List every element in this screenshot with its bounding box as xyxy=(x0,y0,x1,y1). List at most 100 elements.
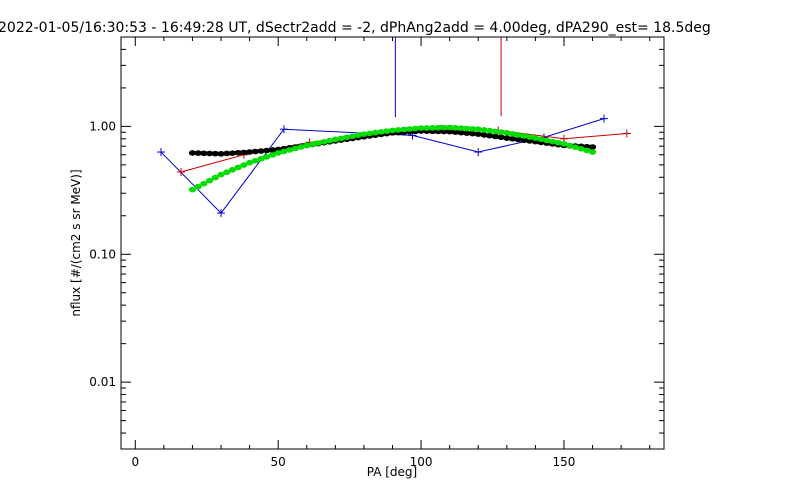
curve-dot xyxy=(451,125,459,131)
curve-dot xyxy=(457,125,465,131)
y-tick-label: 0.01 xyxy=(89,375,116,389)
curve-dot xyxy=(240,162,248,168)
curve-dot xyxy=(251,157,259,164)
curve-dot xyxy=(211,174,219,181)
curve-dot xyxy=(520,133,528,139)
curve-dot xyxy=(200,150,208,157)
curve-dot xyxy=(503,130,511,136)
curve-dot xyxy=(354,132,362,138)
data-point-plus xyxy=(279,125,288,134)
curve-dot xyxy=(194,183,202,190)
curve-dot xyxy=(406,126,414,132)
curve-dot xyxy=(297,144,305,150)
curve-dot xyxy=(205,177,214,184)
curve-dot xyxy=(263,147,271,154)
curve-dot xyxy=(486,127,494,134)
curve-dot xyxy=(440,128,448,135)
x-axis-label: PA [deg] xyxy=(367,465,417,479)
curve-dot xyxy=(463,130,471,136)
curve-dot xyxy=(188,150,197,156)
curve-dot xyxy=(291,145,299,152)
curve-dot xyxy=(217,171,225,178)
curve-dot xyxy=(228,167,237,173)
curve-dot xyxy=(211,150,219,157)
curve-dot xyxy=(514,132,522,138)
data-point-plus xyxy=(599,114,608,123)
curve-dot xyxy=(348,133,357,140)
curve-dot xyxy=(263,154,271,160)
curve-dot xyxy=(268,152,277,158)
curve-dot xyxy=(223,150,231,157)
y-tick-label: 1.00 xyxy=(89,119,116,133)
curve-dot xyxy=(268,147,277,153)
curve-dot xyxy=(366,130,374,137)
curve-dot xyxy=(228,150,237,156)
curve-dot xyxy=(223,169,231,175)
curve-dot xyxy=(526,138,534,144)
data-point-plus xyxy=(157,148,166,157)
curve-dot xyxy=(480,127,488,133)
curve-dot xyxy=(194,150,202,156)
data-point-plus xyxy=(622,129,631,138)
plot-frame xyxy=(120,36,665,450)
curve-dot xyxy=(497,129,505,135)
curve-dot xyxy=(577,145,585,152)
curve-dot xyxy=(246,149,254,155)
curve-dot xyxy=(571,144,580,150)
curve-dot xyxy=(566,142,574,149)
curve-dot xyxy=(423,125,431,131)
curve-dot xyxy=(583,147,591,154)
curve-dot xyxy=(234,149,242,156)
curve-dot xyxy=(308,141,317,148)
curve-dot xyxy=(588,144,597,150)
curve-dot xyxy=(468,130,477,137)
curve-dot xyxy=(514,136,522,143)
curve-dot xyxy=(326,137,334,144)
curve-dot xyxy=(526,134,534,140)
curve-dot xyxy=(446,124,454,131)
curve-dot xyxy=(520,137,528,144)
curve-dot xyxy=(440,124,448,131)
curve-dot xyxy=(371,129,379,136)
curve-dot xyxy=(200,180,208,187)
curve-dot xyxy=(468,126,477,132)
curve-dot xyxy=(531,135,539,141)
curve-dot xyxy=(480,132,488,138)
curve-dot xyxy=(205,150,214,157)
curve-dot xyxy=(508,131,517,137)
curve-dot xyxy=(491,128,499,135)
x-tick-label: 0 xyxy=(131,455,139,469)
curve-dot xyxy=(394,127,402,133)
curve-dot xyxy=(491,133,499,140)
curve-dot xyxy=(360,131,368,137)
curve-dot xyxy=(377,129,385,135)
y-tick-label: 0.10 xyxy=(89,247,116,261)
y-axis-label: nflux [#/(cm2 s sr MeV)] xyxy=(69,169,83,316)
curve-dot xyxy=(388,127,397,134)
curve-dot xyxy=(286,147,294,153)
curve-dot xyxy=(503,135,511,141)
curve-dot xyxy=(537,136,545,143)
data-point-plus xyxy=(217,209,226,218)
x-tick-label: 150 xyxy=(553,455,576,469)
curve-dot xyxy=(280,148,288,155)
curve-dot xyxy=(411,125,419,132)
curve-dot xyxy=(446,128,454,135)
curve-dot xyxy=(320,139,328,145)
curve-dot xyxy=(257,155,265,162)
data-point-plus xyxy=(474,148,483,157)
curve-dot xyxy=(257,148,265,154)
curve-dot xyxy=(400,126,408,133)
curve-dot xyxy=(497,134,505,141)
curve-dot xyxy=(457,129,465,136)
curve-dot xyxy=(486,132,494,139)
curve-dot xyxy=(554,139,562,146)
curve-dot xyxy=(474,131,482,137)
curve-dot xyxy=(508,135,517,142)
curve-dot xyxy=(417,125,425,131)
data-point-plus xyxy=(177,167,186,176)
curve-dot xyxy=(451,129,459,135)
curve-dot xyxy=(234,164,242,171)
